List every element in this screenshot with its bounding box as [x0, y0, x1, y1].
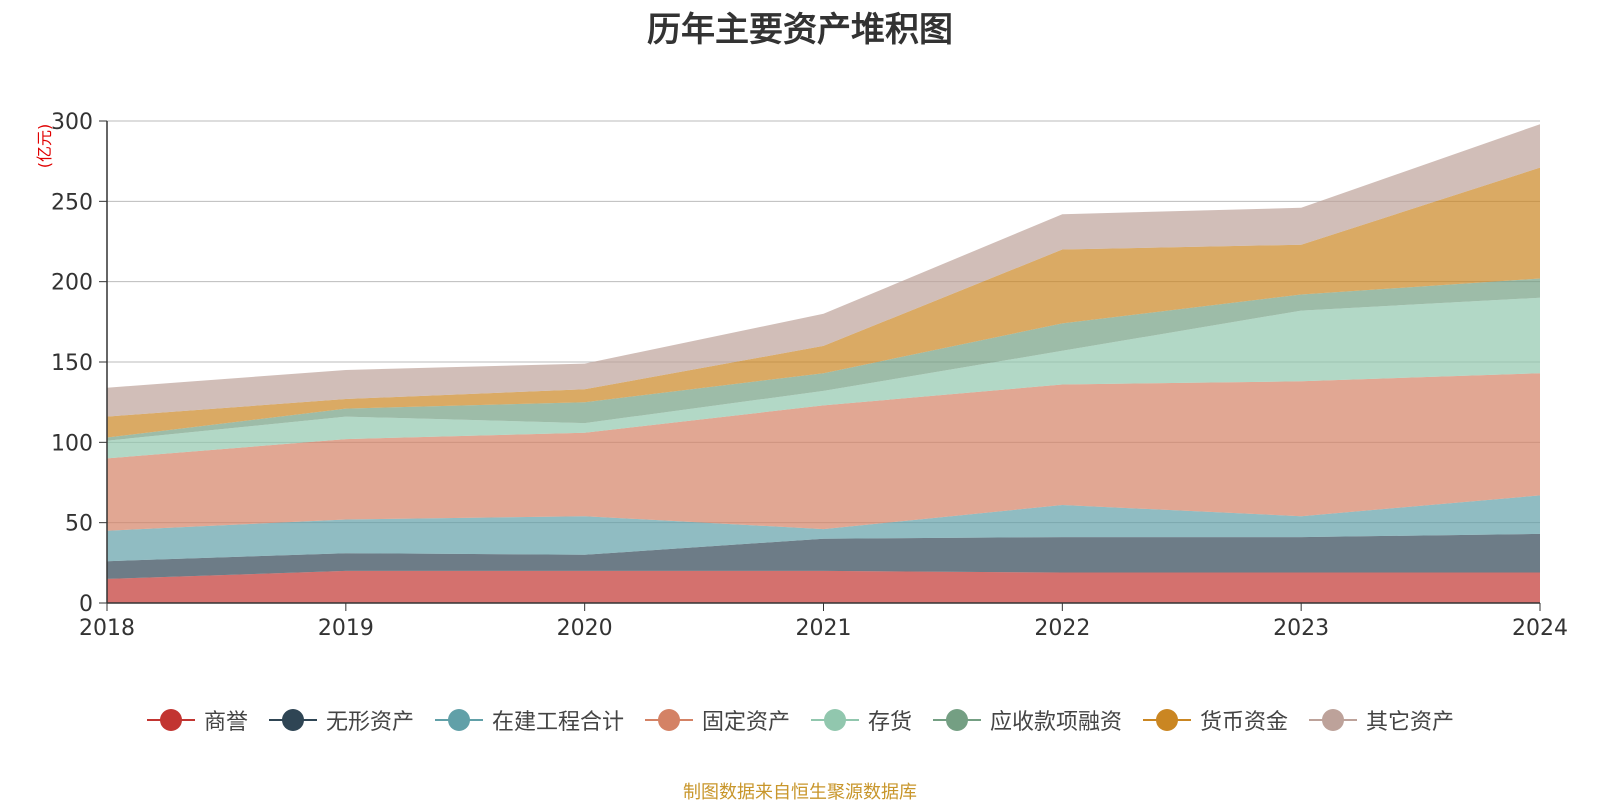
legend: 商誉 无形资产 在建工程合计 固定资产 存货 应收款项融资 货币资金 其它资产	[0, 704, 1600, 736]
legend-item-1[interactable]: 无形资产	[268, 704, 414, 736]
legend-label: 固定资产	[701, 710, 790, 735]
y-axis-unit-label: (亿元)	[35, 124, 54, 169]
legend-item-5[interactable]: 应收款项融资	[932, 704, 1122, 736]
area-series-0	[107, 570, 1540, 603]
y-tick-label: 0	[79, 592, 93, 617]
x-tick-label: 2019	[318, 616, 374, 641]
x-tick-label: 2024	[1512, 616, 1568, 641]
y-tick-label: 50	[65, 512, 93, 537]
x-tick-label: 2023	[1273, 616, 1329, 641]
legend-label: 其它资产	[1366, 710, 1455, 735]
x-tick-label: 2018	[79, 616, 135, 641]
legend-label: 在建工程合计	[491, 710, 624, 735]
legend-label: 无形资产	[325, 710, 414, 735]
legend-item-3[interactable]: 固定资产	[644, 704, 790, 736]
x-tick-label: 2022	[1034, 616, 1090, 641]
y-tick-label: 250	[51, 190, 93, 215]
area-series-1	[107, 533, 1540, 579]
legend-marker	[933, 709, 982, 731]
x-tick-label: 2020	[557, 616, 613, 641]
axes	[99, 120, 1541, 611]
tick-labels: 0 50 100 150 200 250 300 2018 2019 2020 2021 2022 20…	[35, 110, 1568, 641]
legend-label: 存货	[868, 710, 913, 735]
area-series-3	[107, 373, 1540, 531]
legend-marker	[644, 709, 693, 731]
legend-label: 应收款项融资	[990, 710, 1123, 735]
area-series-2	[107, 495, 1540, 562]
legend-item-6[interactable]: 货币资金	[1142, 704, 1288, 736]
y-tick-label: 150	[51, 351, 93, 376]
legend-item-7[interactable]: 其它资产	[1308, 704, 1454, 736]
legend-marker	[434, 709, 483, 731]
chart-title: 历年主要资产堆积图	[647, 10, 953, 50]
x-tick-label: 2021	[796, 616, 852, 641]
legend-item-2[interactable]: 在建工程合计	[434, 704, 624, 736]
area-series-5	[107, 278, 1540, 441]
legend-label: 商誉	[203, 710, 248, 735]
area-series-6	[107, 167, 1540, 438]
area-series-7	[107, 124, 1540, 417]
y-tick-label: 200	[51, 271, 93, 296]
legend-item-4[interactable]: 存货	[810, 704, 912, 736]
legend-marker	[1143, 709, 1192, 731]
y-tick-label: 100	[51, 431, 93, 456]
area-series-4	[107, 297, 1540, 459]
legend-marker	[1309, 709, 1358, 731]
legend-marker	[268, 709, 317, 731]
legend-item-0[interactable]: 商誉	[146, 704, 248, 736]
legend-label: 货币资金	[1200, 710, 1289, 735]
y-tick-label: 300	[51, 110, 93, 135]
stacked-areas	[107, 124, 1540, 603]
legend-marker	[146, 709, 195, 731]
legend-marker	[811, 709, 859, 731]
source-note: 制图数据来自恒生聚源数据库	[683, 782, 917, 803]
